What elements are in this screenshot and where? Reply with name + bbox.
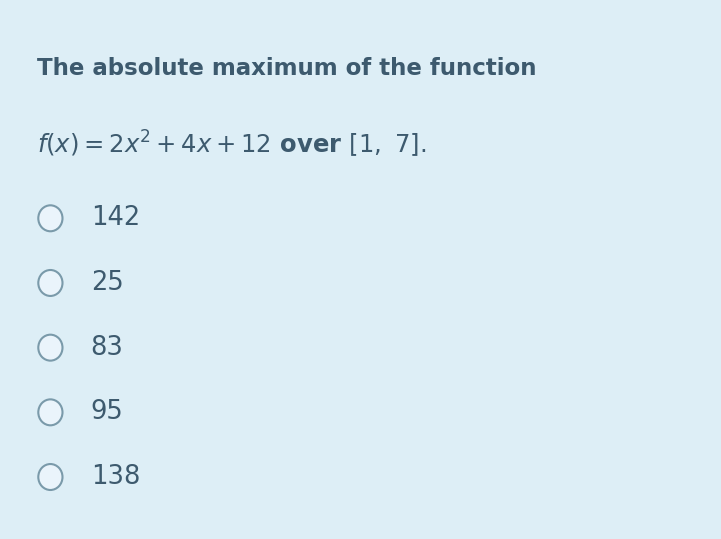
Ellipse shape xyxy=(38,399,63,425)
Text: 95: 95 xyxy=(91,399,123,425)
Text: $f(x) = 2x^2 + 4x + 12$ over $[1,\ 7].$: $f(x) = 2x^2 + 4x + 12$ over $[1,\ 7].$ xyxy=(37,129,426,161)
Text: The absolute maximum of the function: The absolute maximum of the function xyxy=(37,57,536,80)
Ellipse shape xyxy=(38,205,63,231)
Text: 25: 25 xyxy=(91,270,123,296)
Text: 83: 83 xyxy=(91,335,123,361)
Ellipse shape xyxy=(38,270,63,296)
Ellipse shape xyxy=(38,335,63,361)
Text: 138: 138 xyxy=(91,464,140,490)
Ellipse shape xyxy=(38,464,63,490)
Text: 142: 142 xyxy=(91,205,140,231)
